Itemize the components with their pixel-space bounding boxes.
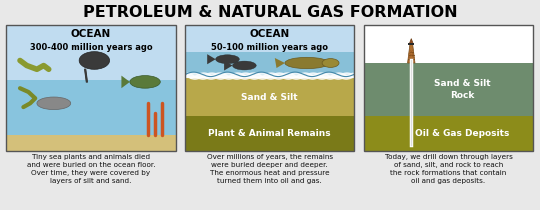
Text: Over millions of years, the remains
were buried deeper and deeper.
The enormous : Over millions of years, the remains were…: [207, 154, 333, 184]
Ellipse shape: [130, 76, 160, 88]
Bar: [185, 78, 354, 116]
Text: 300-400 million years ago: 300-400 million years ago: [30, 43, 152, 52]
Bar: [6, 135, 176, 151]
Ellipse shape: [322, 59, 339, 67]
Text: 50-100 million years ago: 50-100 million years ago: [211, 43, 328, 52]
Ellipse shape: [215, 55, 239, 64]
Ellipse shape: [79, 52, 110, 69]
Polygon shape: [275, 58, 285, 68]
Text: Today, we drill down through layers
of sand, silt, and rock to reach
the rock fo: Today, we drill down through layers of s…: [384, 154, 512, 184]
Bar: [364, 63, 533, 116]
Bar: [185, 52, 354, 78]
Bar: [185, 116, 354, 151]
Polygon shape: [408, 44, 415, 63]
Ellipse shape: [285, 57, 329, 69]
Bar: [6, 80, 176, 135]
Text: OCEAN: OCEAN: [249, 29, 290, 39]
Text: Plant & Animal Remains: Plant & Animal Remains: [208, 129, 331, 138]
Text: Sand & Silt: Sand & Silt: [241, 93, 298, 101]
Text: Tiny sea plants and animals died
and were buried on the ocean floor.
Over time, : Tiny sea plants and animals died and wer…: [27, 154, 155, 184]
Polygon shape: [409, 39, 413, 44]
Bar: [364, 25, 533, 63]
Ellipse shape: [233, 61, 256, 70]
Bar: [185, 25, 354, 52]
Polygon shape: [122, 76, 130, 88]
Bar: [408, 43, 414, 45]
Polygon shape: [224, 60, 233, 71]
Text: Oil & Gas Deposits: Oil & Gas Deposits: [415, 129, 509, 138]
Bar: [364, 116, 533, 151]
Text: Sand & Silt
Rock: Sand & Silt Rock: [434, 79, 490, 100]
Text: PETROLEUM & NATURAL GAS FORMATION: PETROLEUM & NATURAL GAS FORMATION: [83, 5, 457, 20]
Bar: [6, 25, 176, 80]
Ellipse shape: [37, 97, 71, 110]
Text: OCEAN: OCEAN: [71, 29, 111, 39]
Polygon shape: [207, 54, 215, 64]
